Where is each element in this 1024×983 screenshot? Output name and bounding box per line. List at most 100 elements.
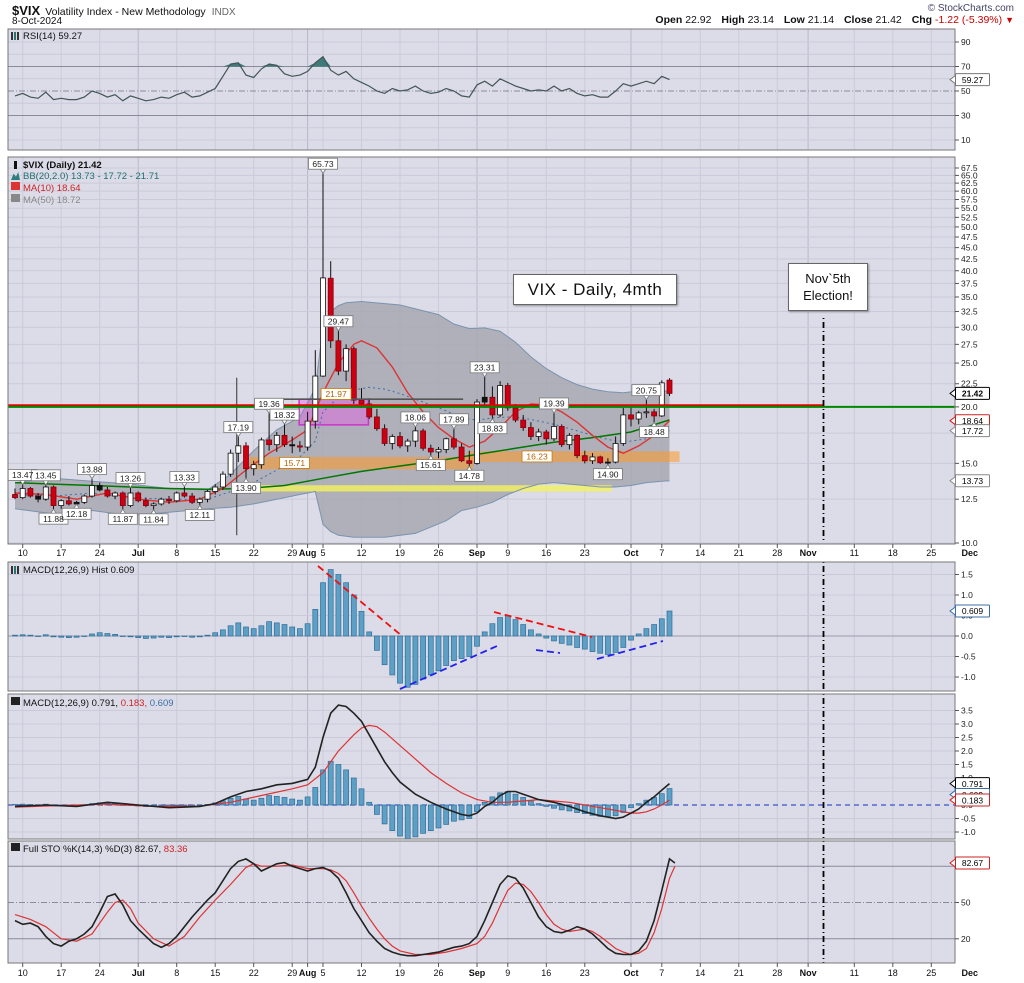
svg-text:55.0: 55.0 bbox=[961, 203, 978, 213]
close-value: 21.42 bbox=[875, 14, 902, 26]
low-label: Low bbox=[783, 14, 805, 26]
chg-label: Chg bbox=[911, 14, 933, 26]
svg-text:30.0: 30.0 bbox=[961, 322, 978, 332]
svg-text:1.5: 1.5 bbox=[961, 570, 973, 580]
svg-text:0.609: 0.609 bbox=[962, 606, 984, 616]
high-label: High bbox=[721, 14, 745, 26]
exchange-label: INDX bbox=[211, 7, 236, 18]
election-note-line2: Election! bbox=[803, 288, 853, 303]
chg-value: -1.22 (-5.39%) bbox=[935, 14, 1003, 26]
header-title-row: $VIX Volatility Index - New Methodology IN… bbox=[12, 2, 236, 20]
svg-text:62.5: 62.5 bbox=[961, 178, 978, 188]
price-legend-main: $VIX (Daily) 21.42 bbox=[23, 160, 102, 171]
svg-text:15: 15 bbox=[210, 548, 220, 558]
svg-text:Sep: Sep bbox=[469, 548, 486, 558]
svg-text:11: 11 bbox=[850, 968, 859, 978]
svg-text:5: 5 bbox=[320, 548, 325, 558]
svg-text:23.31: 23.31 bbox=[474, 363, 496, 373]
svg-text:29: 29 bbox=[287, 968, 297, 978]
svg-text:Dec: Dec bbox=[962, 548, 979, 558]
svg-text:16.23: 16.23 bbox=[526, 452, 548, 462]
svg-text:19: 19 bbox=[395, 548, 405, 558]
svg-text:14: 14 bbox=[695, 548, 705, 558]
svg-text:15.71: 15.71 bbox=[284, 458, 306, 468]
svg-text:47.5: 47.5 bbox=[961, 232, 978, 242]
macd-hist-legend: MACD(12,26,9) Hist 0.609 bbox=[11, 565, 134, 576]
svg-text:17.89: 17.89 bbox=[443, 414, 465, 424]
sto-legend: Full STO %K(14,3) %D(3) 82.67, 83.36 bbox=[11, 843, 188, 855]
svg-text:26: 26 bbox=[433, 968, 443, 978]
svg-text:28: 28 bbox=[772, 968, 782, 978]
svg-text:21: 21 bbox=[734, 968, 744, 978]
svg-text:26: 26 bbox=[433, 548, 443, 558]
svg-text:90: 90 bbox=[961, 37, 971, 47]
svg-text:17: 17 bbox=[56, 968, 66, 978]
svg-text:42.5: 42.5 bbox=[961, 254, 978, 264]
down-arrow-icon: ▼ bbox=[1005, 15, 1014, 25]
svg-text:23: 23 bbox=[580, 548, 590, 558]
svg-text:14.78: 14.78 bbox=[459, 471, 481, 481]
svg-text:18.06: 18.06 bbox=[405, 413, 427, 423]
svg-text:18: 18 bbox=[888, 548, 898, 558]
svg-text:-1.0: -1.0 bbox=[961, 827, 976, 837]
svg-text:12.11: 12.11 bbox=[189, 510, 210, 520]
sto-k-line bbox=[14, 857, 676, 957]
ma50-line-icon bbox=[11, 194, 20, 202]
macd-signal-line bbox=[14, 724, 670, 814]
svg-text:Dec: Dec bbox=[962, 968, 979, 978]
svg-text:22: 22 bbox=[249, 968, 259, 978]
svg-text:10: 10 bbox=[18, 548, 28, 558]
svg-text:18.64: 18.64 bbox=[962, 416, 984, 426]
macd-legend: MACD(12,26,9) 0.791, 0.183, 0.609 bbox=[11, 697, 174, 709]
svg-text:65.73: 65.73 bbox=[312, 159, 334, 169]
chart-note-box: VIX - Daily, 4mth bbox=[513, 274, 677, 305]
rsi-line bbox=[14, 55, 670, 102]
svg-text:Oct: Oct bbox=[623, 548, 638, 558]
price-labels bbox=[7, 157, 669, 526]
svg-text:13.26: 13.26 bbox=[120, 473, 142, 483]
svg-text:11.84: 11.84 bbox=[143, 515, 164, 525]
svg-text:25: 25 bbox=[926, 968, 936, 978]
svg-text:10: 10 bbox=[18, 968, 28, 978]
svg-text:70: 70 bbox=[961, 62, 971, 72]
price-panel bbox=[7, 157, 955, 538]
svg-text:10.0: 10.0 bbox=[961, 538, 978, 548]
svg-text:Aug: Aug bbox=[299, 548, 317, 558]
svg-text:13.88: 13.88 bbox=[81, 464, 103, 474]
candlestick-icon bbox=[11, 161, 20, 169]
svg-text:Jul: Jul bbox=[132, 968, 145, 978]
svg-text:67.5: 67.5 bbox=[961, 163, 978, 173]
svg-text:18.83: 18.83 bbox=[482, 423, 504, 433]
svg-text:7: 7 bbox=[659, 968, 664, 978]
svg-text:18.48: 18.48 bbox=[643, 427, 665, 437]
svg-text:3.5: 3.5 bbox=[961, 706, 973, 716]
svg-text:Sep: Sep bbox=[469, 968, 486, 978]
rsi-legend: RSI(14) 59.27 bbox=[11, 31, 82, 42]
svg-text:29: 29 bbox=[287, 548, 297, 558]
rsi-legend-text: RSI(14) 59.27 bbox=[23, 31, 83, 42]
svg-text:2.5: 2.5 bbox=[961, 733, 973, 743]
low-value: 21.14 bbox=[807, 14, 835, 26]
sto-legend-red: 83.36 bbox=[163, 844, 188, 855]
svg-text:1.5: 1.5 bbox=[961, 760, 973, 770]
svg-text:59.27: 59.27 bbox=[962, 75, 984, 85]
svg-text:21.97: 21.97 bbox=[325, 389, 347, 399]
svg-text:12.18: 12.18 bbox=[66, 509, 88, 519]
svg-text:20.75: 20.75 bbox=[636, 385, 658, 395]
svg-text:65.0: 65.0 bbox=[961, 170, 978, 180]
svg-text:20.0: 20.0 bbox=[961, 402, 978, 412]
svg-text:17.19: 17.19 bbox=[228, 422, 250, 432]
macd-line-icon bbox=[11, 697, 20, 705]
price-legend-bb: BB(20,2.0) 13.73 - 17.72 - 21.71 bbox=[23, 171, 160, 182]
svg-text:1.0: 1.0 bbox=[961, 590, 973, 600]
svg-text:11.88: 11.88 bbox=[43, 514, 64, 524]
candles bbox=[12, 173, 673, 510]
svg-text:9: 9 bbox=[505, 968, 510, 978]
macd-legend-black: MACD(12,26,9) 0.791, bbox=[23, 698, 119, 709]
svg-text:19.36: 19.36 bbox=[258, 399, 280, 409]
orange-support-2 bbox=[467, 451, 680, 463]
svg-text:50: 50 bbox=[961, 86, 971, 96]
svg-text:8: 8 bbox=[174, 548, 179, 558]
